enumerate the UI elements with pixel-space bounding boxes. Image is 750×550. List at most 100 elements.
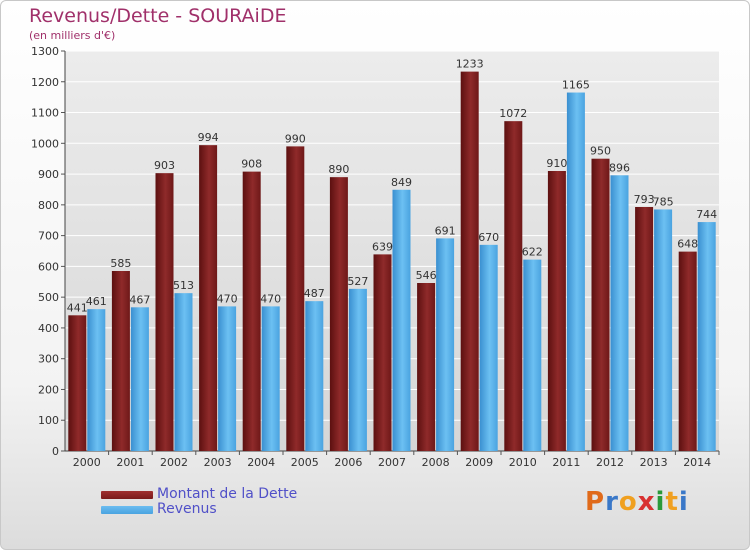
data-label-debt: 950 xyxy=(590,145,611,158)
data-label-debt: 994 xyxy=(198,131,219,144)
chart-title: Revenus/Dette - SOURAiDE xyxy=(29,5,287,27)
y-tick-label: 500 xyxy=(38,291,59,304)
bar-revenue xyxy=(654,209,673,451)
bar-revenue xyxy=(348,288,367,451)
y-tick-label: 400 xyxy=(38,322,59,335)
legend-swatch-revenue xyxy=(101,506,153,514)
bar-debt xyxy=(373,254,392,451)
y-tick-label: 900 xyxy=(38,168,59,181)
data-label-revenue: 470 xyxy=(260,292,281,305)
bar-revenue xyxy=(697,222,716,451)
legend-label-debt: Montant de la Dette xyxy=(157,486,298,502)
plot-area xyxy=(65,51,719,451)
chart-subtitle: (en milliers d'€) xyxy=(29,29,116,42)
data-label-debt: 908 xyxy=(241,158,262,171)
bar-revenue xyxy=(87,309,106,451)
data-label-revenue: 527 xyxy=(347,275,368,288)
data-label-debt: 890 xyxy=(328,163,349,176)
bar-revenue xyxy=(610,175,629,452)
bar-revenue xyxy=(479,244,498,451)
data-label-debt: 793 xyxy=(634,193,655,206)
y-tick-label: 700 xyxy=(38,230,59,243)
x-tick-label: 2002 xyxy=(160,456,188,469)
x-tick-label: 2013 xyxy=(640,456,668,469)
logo-letter: o xyxy=(618,487,638,517)
bar-revenue xyxy=(566,92,585,452)
data-label-revenue: 470 xyxy=(217,292,238,305)
x-tick-label: 2001 xyxy=(116,456,144,469)
bar-debt xyxy=(199,145,218,451)
logo-letter: x xyxy=(637,487,656,517)
data-label-revenue: 744 xyxy=(696,208,717,221)
x-tick-label: 2008 xyxy=(422,456,450,469)
bar-debt xyxy=(242,171,261,451)
bar-debt xyxy=(635,207,654,451)
logo-letter: r xyxy=(605,487,619,517)
bar-revenue xyxy=(523,259,542,451)
legend-swatch-debt xyxy=(101,491,153,499)
data-label-revenue: 785 xyxy=(653,195,674,208)
bar-debt xyxy=(504,121,523,452)
data-label-debt: 585 xyxy=(110,257,131,270)
data-label-debt: 903 xyxy=(154,159,175,172)
bar-debt xyxy=(329,177,348,451)
data-label-debt: 1072 xyxy=(499,107,527,120)
data-label-debt: 1233 xyxy=(456,58,484,71)
y-tick-label: 300 xyxy=(38,353,59,366)
bar-revenue xyxy=(174,293,193,451)
logo-letter: i xyxy=(678,487,689,517)
y-tick-label: 0 xyxy=(52,445,59,458)
data-label-debt: 648 xyxy=(677,238,698,251)
x-tick-label: 2003 xyxy=(204,456,232,469)
data-label-revenue: 461 xyxy=(86,295,107,308)
data-label-debt: 639 xyxy=(372,240,393,253)
bar-revenue xyxy=(436,238,455,451)
data-label-debt: 441 xyxy=(67,301,88,314)
y-tick-label: 1200 xyxy=(31,76,59,89)
bar-revenue xyxy=(130,307,149,451)
bar-debt xyxy=(591,158,610,451)
data-label-revenue: 487 xyxy=(304,287,325,300)
x-tick-label: 2004 xyxy=(247,456,275,469)
y-tick-label: 1300 xyxy=(31,45,59,58)
bar-debt xyxy=(68,315,87,451)
y-tick-label: 600 xyxy=(38,260,59,273)
data-label-debt: 910 xyxy=(546,157,567,170)
bar-debt xyxy=(286,146,305,451)
data-label-revenue: 622 xyxy=(522,246,543,259)
x-tick-label: 2011 xyxy=(552,456,580,469)
x-tick-label: 2009 xyxy=(465,456,493,469)
data-label-revenue: 467 xyxy=(129,293,150,306)
data-label-revenue: 513 xyxy=(173,279,194,292)
legend-label-revenue: Revenus xyxy=(157,501,217,517)
data-label-debt: 990 xyxy=(285,132,306,145)
x-tick-label: 2000 xyxy=(73,456,101,469)
bar-revenue xyxy=(392,189,411,451)
bar-debt xyxy=(678,251,697,451)
data-label-revenue: 849 xyxy=(391,176,412,189)
y-tick-label: 1100 xyxy=(31,107,59,120)
y-tick-label: 800 xyxy=(38,199,59,212)
x-tick-label: 2014 xyxy=(683,456,711,469)
x-tick-label: 2005 xyxy=(291,456,319,469)
data-label-revenue: 896 xyxy=(609,161,630,174)
bar-debt xyxy=(460,71,479,451)
bar-revenue xyxy=(218,306,237,451)
data-label-revenue: 670 xyxy=(478,231,499,244)
bar-debt xyxy=(547,171,566,451)
logo-letter: t xyxy=(665,487,679,517)
bar-debt xyxy=(155,173,174,451)
bar-revenue xyxy=(305,301,324,451)
y-tick-label: 1000 xyxy=(31,137,59,150)
data-label-revenue: 691 xyxy=(435,224,456,237)
data-label-revenue: 1165 xyxy=(562,79,590,92)
data-label-debt: 546 xyxy=(416,269,437,282)
x-tick-label: 2010 xyxy=(509,456,537,469)
x-tick-label: 2006 xyxy=(334,456,362,469)
logo-letter: i xyxy=(655,487,666,517)
proxiti-logo: Proxiti xyxy=(585,487,689,517)
y-tick-label: 100 xyxy=(38,414,59,427)
bar-revenue xyxy=(261,306,280,451)
